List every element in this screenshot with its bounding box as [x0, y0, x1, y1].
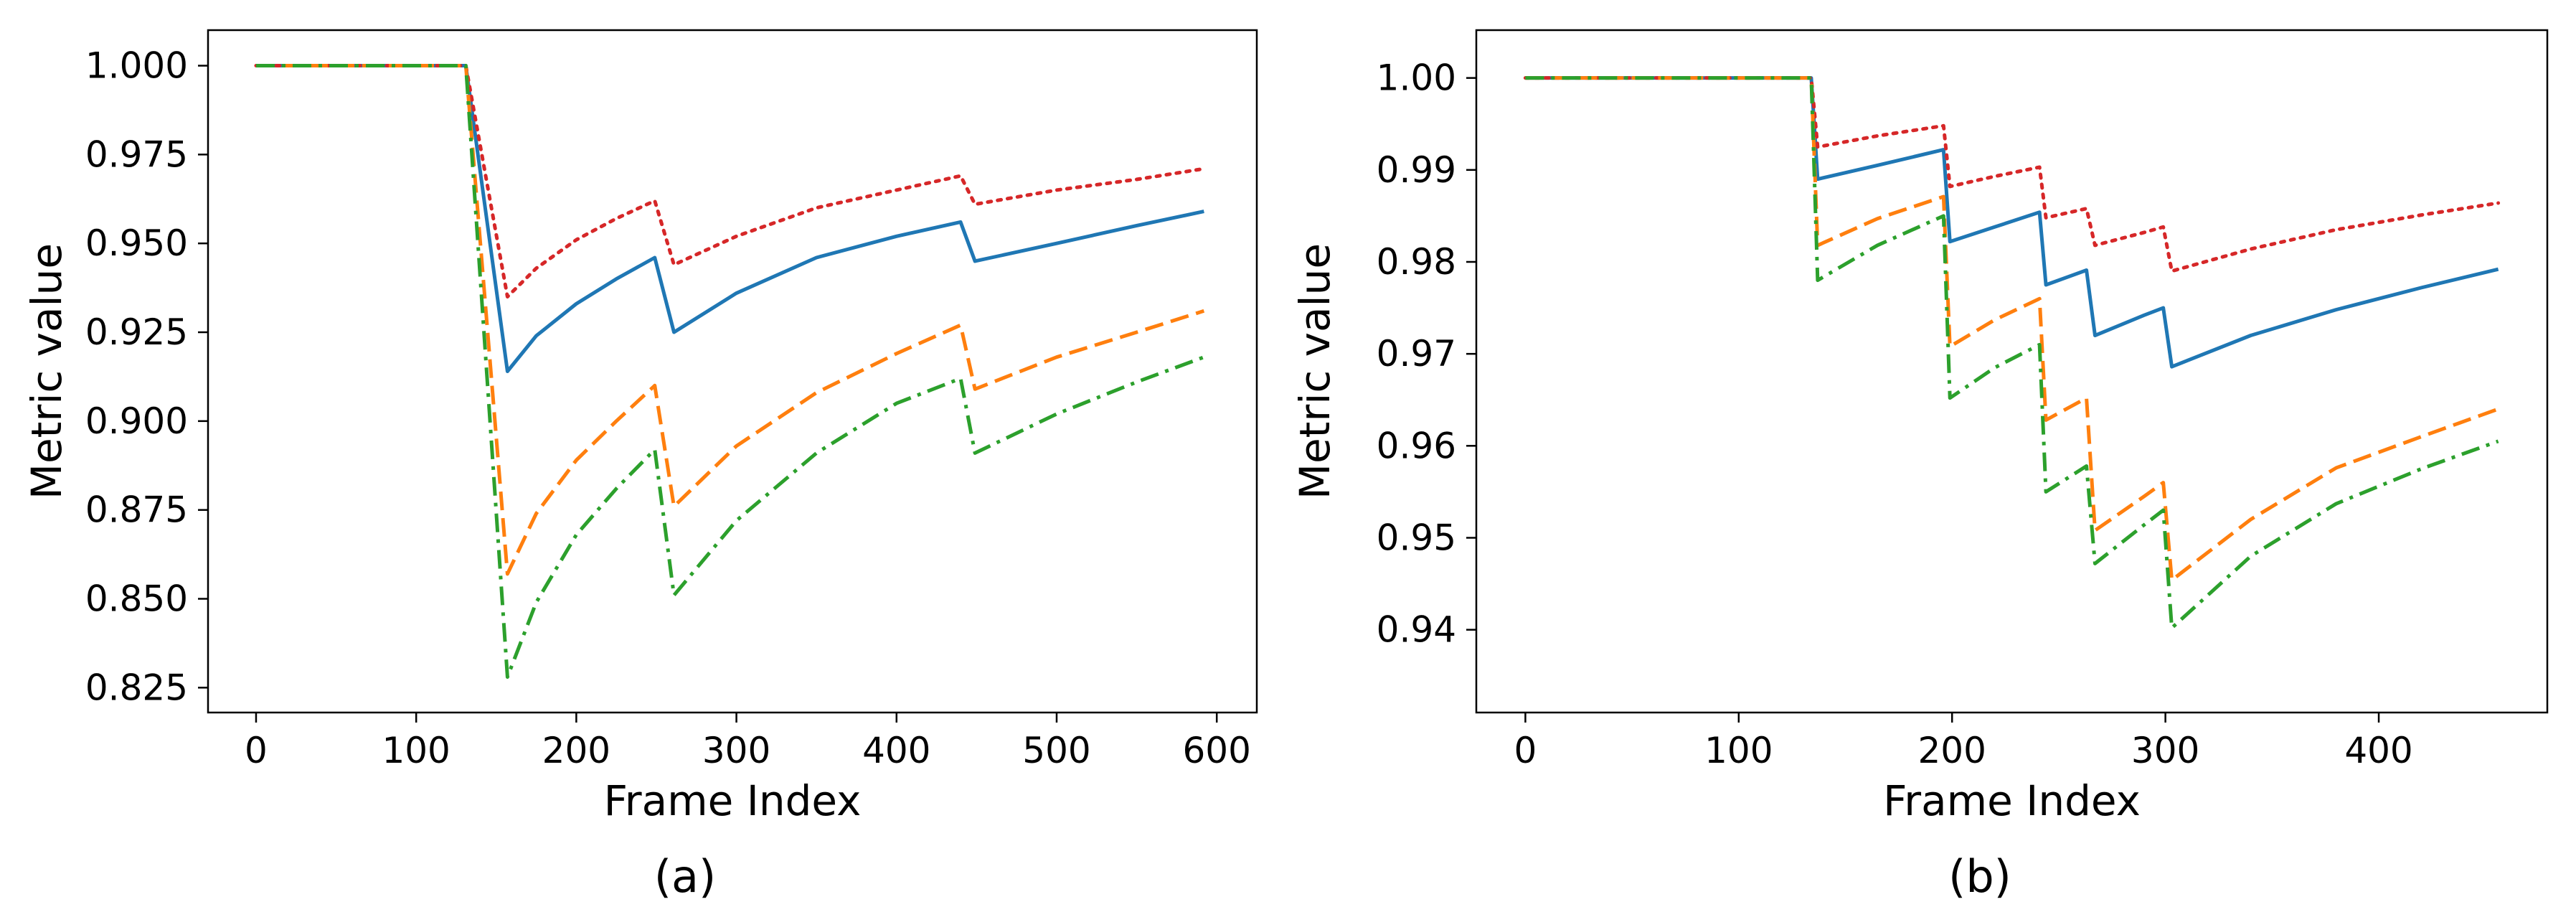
chart-a-x-axis-label: Frame Index — [604, 776, 862, 825]
chart-a-y-tick-label: 0.900 — [85, 400, 188, 442]
chart-b-x-tick-label: 100 — [1704, 730, 1773, 771]
chart-b-y-tick-label: 0.94 — [1377, 609, 1456, 651]
chart-a-y-tick-label: 0.925 — [85, 311, 188, 353]
chart-a-series-dashed-line — [255, 64, 1205, 576]
chart-b-x-tick-label: 400 — [2344, 730, 2412, 771]
chart-b-y-tick-label: 0.97 — [1377, 333, 1456, 375]
chart-a-y-tick-label: 0.975 — [85, 133, 188, 175]
chart-a-y-tick-label: 0.825 — [85, 667, 188, 708]
chart-a-series-dashdot-line — [255, 64, 1205, 679]
chart-b-y-tick-label: 0.96 — [1377, 425, 1456, 466]
chart-b-x-tick-label: 300 — [2131, 730, 2199, 771]
chart-b-y-tick-label: 1.00 — [1377, 57, 1456, 99]
chart-b-y-tick-label: 0.98 — [1377, 241, 1456, 283]
chart-a-y-tick-label: 0.875 — [85, 489, 188, 531]
chart-a-x-tick-label: 500 — [1022, 730, 1090, 771]
chart-a-y-tick-label: 0.850 — [85, 578, 188, 620]
chart-b-y-axis-label: Metric value — [1291, 243, 1339, 499]
chart-b-series-dashed-line — [1525, 76, 2499, 582]
chart-a-x-tick-label: 600 — [1182, 730, 1250, 771]
chart-b-series-dotted-line — [1523, 76, 2501, 273]
chart-a-x-tick-label: 400 — [862, 730, 930, 771]
chart-a-x-tick-label: 0 — [245, 730, 268, 771]
chart-a-x-tick-label: 100 — [382, 730, 450, 771]
chart-b-x-tick-label: 0 — [1514, 730, 1537, 771]
chart-a-x-tick-label: 200 — [542, 730, 610, 771]
caption-b: (b) — [1948, 850, 2011, 903]
chart-b-plot-frame — [1475, 29, 2549, 714]
caption-a: (a) — [654, 850, 717, 903]
chart-b-x-axis-label: Frame Index — [1883, 776, 2141, 825]
chart-b-series-solid-line — [1525, 76, 2499, 369]
chart-a-y-tick-label: 1.000 — [85, 45, 188, 87]
chart-b-series-dashdot-line — [1525, 76, 2499, 630]
chart-a-y-axis-label: Metric value — [22, 243, 71, 499]
chart-a-x-tick-label: 300 — [702, 730, 770, 771]
chart-b-y-tick-label: 0.95 — [1377, 517, 1456, 558]
chart-a-y-tick-label: 0.950 — [85, 222, 188, 264]
chart-a-series-dotted-line — [254, 64, 1206, 298]
chart-b-y-tick-label: 0.99 — [1377, 149, 1456, 191]
chart-b-x-tick-label: 200 — [1918, 730, 1986, 771]
chart-a-plot-frame — [207, 29, 1258, 714]
chart-a-series-solid-line — [255, 64, 1204, 373]
